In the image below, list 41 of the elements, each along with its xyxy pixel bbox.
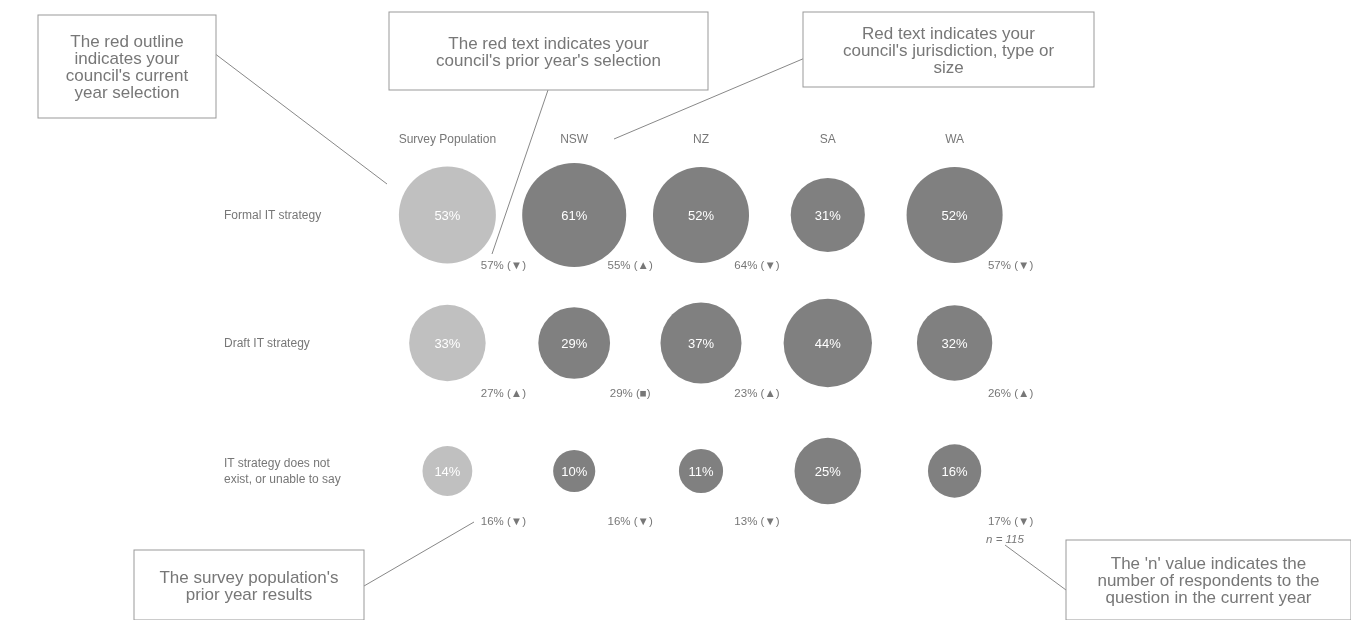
data-label: 25% bbox=[814, 463, 842, 479]
annotation: 29% (■) bbox=[609, 387, 651, 399]
data-label: 52% bbox=[941, 207, 969, 223]
annotation: 27% (▲) bbox=[480, 387, 527, 399]
annotation: 64% (▼) bbox=[734, 259, 780, 271]
annotation: 23% (▲) bbox=[734, 387, 780, 399]
annotation: 57% (▼) bbox=[480, 259, 527, 271]
annotation: 13% (▼) bbox=[734, 515, 780, 527]
x-tick-label: WA bbox=[945, 132, 965, 146]
data-label: 31% bbox=[814, 207, 842, 223]
text: Red text indicates your council's jurisdiction, type or size bbox=[842, 23, 1055, 77]
text: The red outline indicates your council's current year selection bbox=[65, 32, 189, 102]
data-label: 44% bbox=[814, 335, 842, 351]
annotation: 16% (▼) bbox=[607, 515, 653, 527]
text: The 'n' value indicates the number of respondents to the question in the current year bbox=[1097, 554, 1320, 607]
x-tick-label: SA bbox=[819, 132, 836, 146]
y-tick-label: Formal IT strategy bbox=[224, 208, 322, 222]
annotation: 26% (▲) bbox=[987, 387, 1034, 399]
annotation: 17% (▼) bbox=[987, 515, 1034, 527]
data-label: 37% bbox=[687, 335, 715, 351]
data-label: 11% bbox=[688, 463, 714, 479]
x-tick-label: Survey Population bbox=[398, 132, 497, 146]
annotation: 55% (▲) bbox=[607, 259, 653, 271]
y-tick-label: IT strategy does not exist, or unable to say bbox=[224, 456, 341, 486]
data-label: 10% bbox=[561, 463, 588, 479]
data-label: 14% bbox=[434, 463, 461, 479]
text: The red text indicates your council's prior year's selection bbox=[436, 33, 661, 70]
data-label: 29% bbox=[561, 335, 588, 351]
x-tick-label: NSW bbox=[560, 132, 589, 146]
text: The survey population's prior year results bbox=[159, 567, 339, 604]
annotation: 16% (▼) bbox=[480, 515, 527, 527]
data-label: 33% bbox=[434, 335, 461, 351]
y-tick-label: Draft IT strategy bbox=[224, 336, 310, 350]
x-tick-label: NZ bbox=[693, 132, 709, 146]
data-label: 16% bbox=[941, 463, 969, 479]
data-label: 53% bbox=[434, 207, 461, 223]
data-label: 32% bbox=[941, 335, 969, 351]
data-label: 61% bbox=[561, 207, 588, 223]
annotation: 57% (▼) bbox=[987, 259, 1034, 271]
annotation: n = 115 bbox=[986, 533, 1025, 545]
data-label: 52% bbox=[687, 207, 715, 223]
